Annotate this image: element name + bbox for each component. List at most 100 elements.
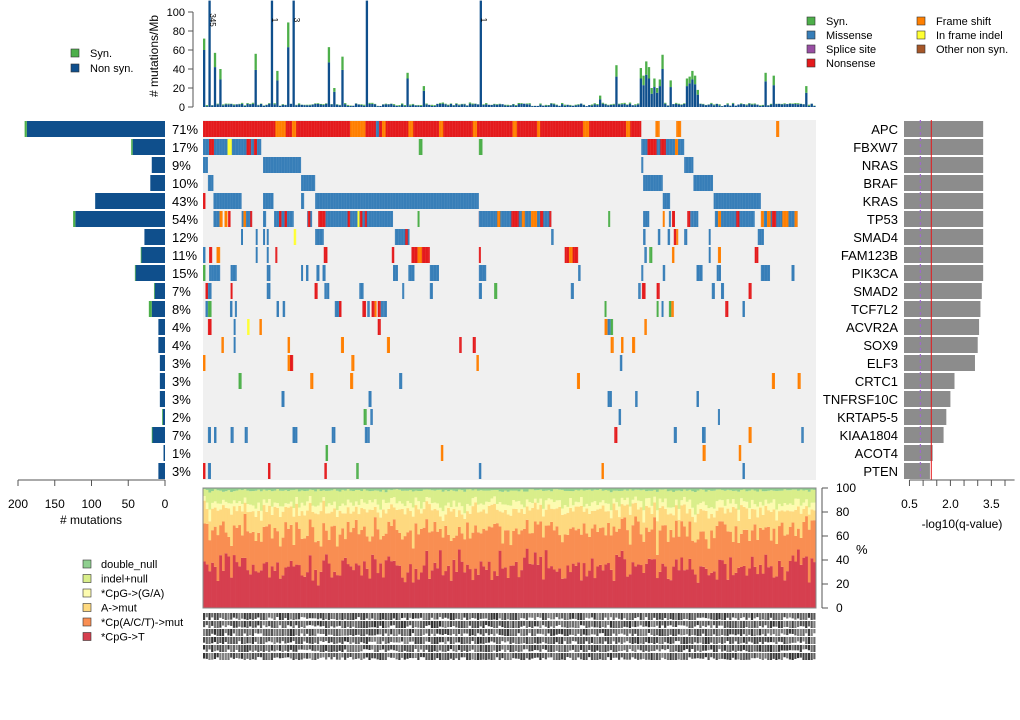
- sample-label-glyph: [764, 653, 767, 659]
- sample-label-glyph: [466, 613, 469, 620]
- mutation-cell-nonsense: [246, 139, 251, 155]
- spectrum-segment-cpg-ga: [561, 508, 565, 515]
- gene-percent-label: 3%: [172, 464, 191, 479]
- sample-label-glyph: [721, 637, 724, 644]
- spectrum-segment-cpg-t: [341, 560, 345, 608]
- sample-label-glyph: [590, 613, 594, 618]
- spectrum-segment-indel-null: [525, 491, 529, 500]
- spectrum-segment-double-null: [723, 488, 727, 491]
- spectrum-segment-cpg-ga: [780, 506, 784, 511]
- count-bar-non-syn: [95, 193, 165, 209]
- spectrum-segment-cp-act-mut: [417, 534, 421, 580]
- spectrum-segment-a-mut: [731, 506, 735, 542]
- sample-label-glyph: [398, 621, 401, 628]
- spectrum-segment-indel-null: [731, 490, 735, 500]
- mutation-cell-missense: [230, 265, 237, 281]
- spectrum-segment-double-null: [227, 488, 231, 491]
- mutation-cell-missense: [207, 427, 211, 443]
- spectrum-segment-double-null: [745, 488, 749, 492]
- spectrum-segment-cpg-t: [333, 571, 337, 608]
- spectrum-segment-cp-act-mut: [409, 530, 413, 565]
- sample-label-glyph: [349, 645, 352, 652]
- sample-label-glyph: [211, 637, 214, 644]
- sample-label-glyph: [775, 613, 778, 620]
- spectrum-segment-cpg-ga: [295, 496, 299, 504]
- rate-bar-syn: [764, 72, 767, 82]
- spectrum-segment-indel-null: [726, 489, 730, 500]
- spectrum-segment-indel-null: [335, 490, 339, 511]
- spectrum-y-tick-label: 0: [836, 601, 843, 615]
- rate-bar-syn: [797, 103, 800, 105]
- spectrum-segment-double-null: [254, 488, 258, 491]
- sample-label-glyph: [262, 613, 265, 620]
- sample-label-glyph: [344, 637, 347, 642]
- sample-label-glyph: [609, 637, 613, 644]
- spectrum-segment-cpg-t: [216, 580, 220, 608]
- sample-label-glyph: [726, 629, 729, 636]
- spectrum-segment-a-mut: [778, 511, 782, 527]
- spectrum-segment-double-null: [555, 488, 559, 490]
- rate-bar-syn: [409, 104, 412, 106]
- sample-label-glyph: [265, 653, 268, 660]
- sample-label-glyph: [685, 645, 688, 650]
- sample-label-glyph: [387, 637, 390, 644]
- spectrum-segment-cp-act-mut: [745, 529, 749, 576]
- sample-label-glyph: [628, 621, 632, 628]
- mutation-cell-missense: [643, 229, 646, 245]
- sample-label-glyph: [528, 621, 531, 627]
- spectrum-segment-indel-null: [346, 489, 350, 500]
- spectrum-segment-a-mut: [547, 504, 551, 526]
- sample-label-glyph: [504, 629, 507, 636]
- sample-label-glyph: [455, 645, 458, 652]
- rate-bar-non-syn: [734, 105, 737, 107]
- mutation-cell-missense: [282, 301, 286, 317]
- rate-bar-non-syn: [444, 104, 447, 107]
- sample-label-glyph: [270, 613, 273, 619]
- sample-label-glyph: [813, 613, 816, 620]
- spectrum-segment-indel-null: [582, 490, 586, 507]
- sample-label-glyph: [300, 621, 303, 627]
- spectrum-segment-double-null: [612, 488, 616, 491]
- spectrum-segment-double-null: [769, 488, 773, 491]
- spectrum-segment-a-mut: [740, 505, 744, 534]
- spectrum-segment-cp-act-mut: [376, 529, 380, 574]
- sample-label-glyph: [246, 629, 249, 636]
- sample-label-glyph: [693, 613, 697, 620]
- rate-bar-non-syn: [772, 85, 775, 107]
- spectrum-segment-cpg-ga: [767, 503, 771, 511]
- sample-label-glyph: [295, 621, 298, 626]
- sample-label-glyph: [740, 613, 743, 619]
- rate-bar-non-syn: [346, 105, 350, 107]
- sample-label-glyph: [235, 645, 238, 650]
- mutation-cell-missense: [701, 427, 706, 443]
- spectrum-segment-double-null: [344, 488, 348, 491]
- spectrum-segment-double-null: [786, 488, 790, 491]
- sample-label-glyph: [555, 653, 558, 660]
- spectrum-segment-double-null: [330, 488, 334, 491]
- mutation-cell-frame-shift: [610, 337, 614, 353]
- spectrum-segment-a-mut: [737, 520, 741, 543]
- spectrum-segment-indel-null: [371, 490, 375, 503]
- rate-bar-non-syn: [666, 105, 670, 107]
- sample-label-glyph: [550, 637, 553, 644]
- spectrum-segment-cp-act-mut: [265, 526, 269, 563]
- spectrum-segment-double-null: [509, 488, 513, 491]
- sample-label-glyph: [615, 621, 618, 628]
- sample-label-glyph: [401, 645, 404, 652]
- sample-label-glyph: [273, 613, 276, 620]
- spectrum-segment-cpg-ga: [471, 498, 475, 507]
- mutation-cell-frame-shift: [340, 337, 344, 353]
- sample-label-glyph: [704, 629, 707, 636]
- sample-label-glyph: [278, 637, 282, 644]
- qvalue-x-tick-label: 3.5: [983, 497, 1000, 511]
- spectrum-segment-indel-null: [485, 490, 489, 502]
- rate-bar-syn: [224, 103, 228, 105]
- spectrum-segment-cpg-t: [742, 565, 746, 608]
- sample-label-glyph: [525, 637, 528, 644]
- sample-label-glyph: [457, 637, 461, 643]
- sample-label-glyph: [474, 621, 477, 628]
- spectrum-segment-indel-null: [721, 490, 725, 501]
- rate-bar-non-syn: [658, 86, 661, 107]
- sample-label-glyph: [566, 613, 569, 620]
- sample-label-glyph: [249, 629, 252, 636]
